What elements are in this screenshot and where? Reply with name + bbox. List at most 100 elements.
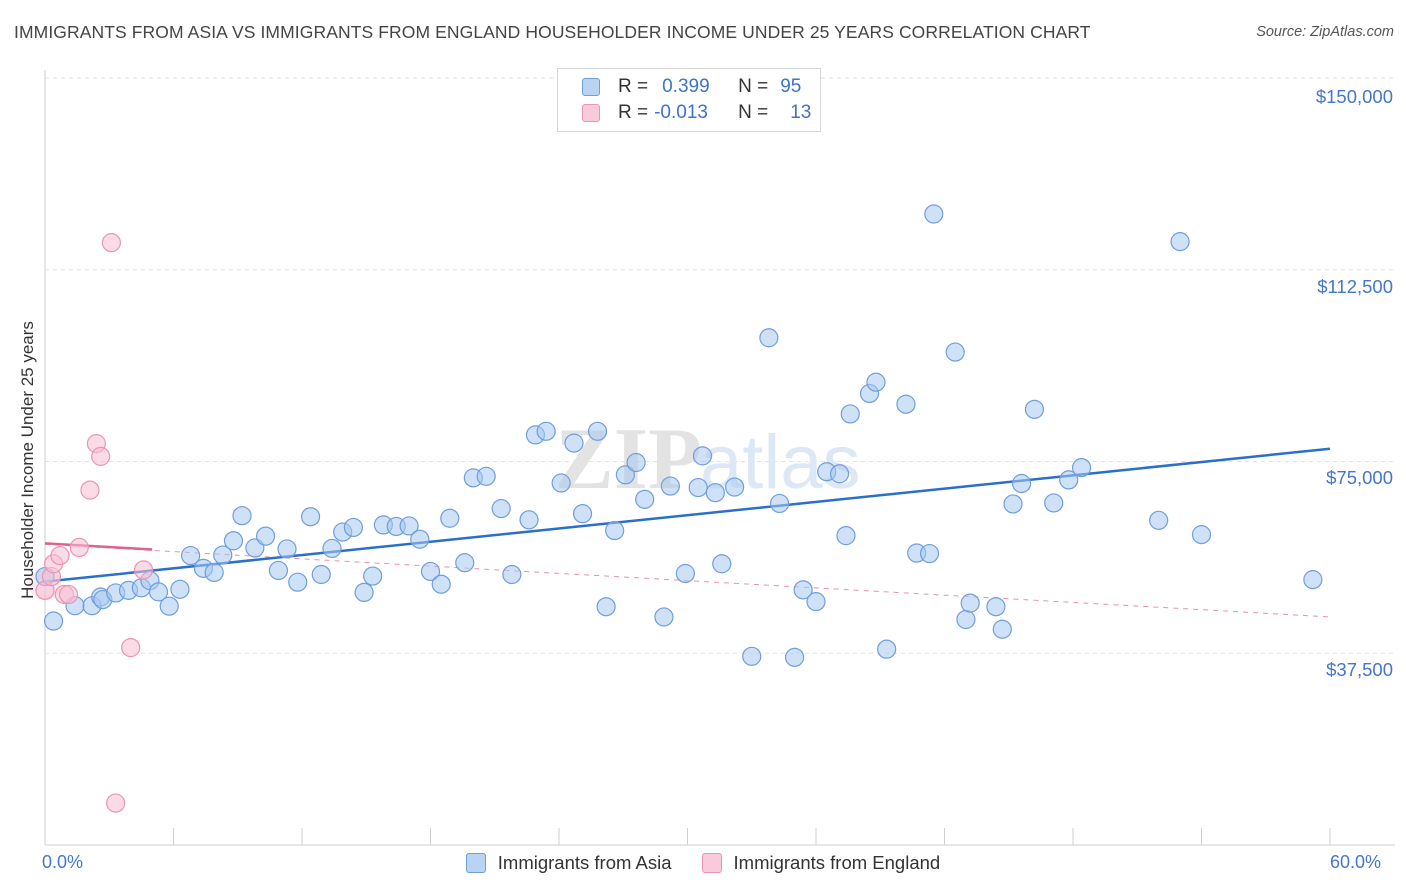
asia-point: [255, 526, 276, 546]
asia-legend-swatch: [465, 853, 486, 873]
asia-point: [692, 446, 713, 466]
asia-point: [924, 204, 944, 224]
asia-point: [502, 564, 522, 585]
y-axis-label: Householder Income Under 25 years: [18, 321, 37, 599]
asia-point: [635, 489, 655, 509]
asia-point: [896, 394, 916, 414]
asia-point: [992, 619, 1012, 639]
asia-point: [564, 433, 584, 453]
asia-point: [877, 639, 897, 659]
asia-point: [1059, 470, 1079, 490]
legend-n-label: N =: [738, 102, 769, 123]
asia-point: [1024, 399, 1045, 419]
scatter-points: [29, 204, 1323, 813]
asia-point: [960, 593, 980, 613]
asia-point: [769, 493, 790, 514]
asia-point: [159, 596, 179, 616]
england-point: [121, 638, 141, 658]
legend-label-england: Immigrants from England: [733, 852, 941, 873]
watermark: ZIP atlas: [555, 411, 861, 508]
asia-point: [742, 646, 762, 666]
asia-point: [343, 517, 363, 538]
asia-point: [759, 328, 779, 348]
legend-n-value: 95: [780, 76, 802, 97]
legend-r-value: -0.013: [654, 102, 708, 123]
y-tick-label: $37,500: [1326, 659, 1393, 680]
england-swatch: [582, 104, 600, 122]
asia-point: [1011, 473, 1032, 494]
asia-point: [311, 564, 331, 585]
asia-point: [866, 372, 886, 392]
asia-point: [170, 579, 190, 599]
asia-point: [615, 465, 635, 485]
asia-point: [213, 545, 233, 565]
asia-point: [829, 464, 850, 484]
asia-point: [181, 545, 201, 566]
england-point: [101, 233, 121, 253]
y-tick-label: $75,000: [1326, 467, 1393, 488]
asia-point: [399, 516, 419, 536]
asia-point: [840, 404, 860, 424]
england-point: [106, 793, 126, 813]
legend-item-england[interactable]: Immigrants from England: [701, 852, 941, 874]
asia-point: [232, 506, 252, 526]
asia-point: [1149, 510, 1169, 530]
asia-point: [1071, 458, 1092, 478]
asia-point: [1303, 570, 1323, 590]
legend-item-asia[interactable]: Immigrants from Asia: [465, 852, 672, 874]
asia-point: [945, 342, 965, 362]
asia-swatch: [582, 78, 600, 96]
asia-point: [491, 498, 511, 519]
asia-point: [712, 554, 732, 574]
asia-point: [688, 477, 708, 498]
england-point: [69, 537, 89, 558]
asia-point: [587, 421, 608, 441]
asia-point: [410, 529, 430, 549]
asia-point: [572, 504, 593, 524]
asia-trend-line: [44, 447, 1331, 583]
asia-point: [705, 483, 725, 503]
asia-point: [596, 597, 616, 617]
asia-point: [784, 647, 805, 667]
asia-point: [919, 543, 940, 564]
y-tick-label: $150,000: [1315, 86, 1393, 107]
asia-point: [836, 526, 856, 546]
asia-point: [277, 539, 297, 559]
chart-source: Source: ZipAtlas.com: [1256, 24, 1394, 40]
legend-n-label: N =: [738, 76, 769, 97]
asia-point: [455, 553, 475, 573]
asia-point: [43, 611, 64, 631]
legend-r-label: R =: [618, 102, 649, 123]
x-tick-label-max: 60.0%: [1330, 852, 1382, 872]
asia-point: [605, 520, 625, 541]
asia-point: [1003, 494, 1023, 514]
asia-point: [288, 572, 308, 592]
asia-point: [431, 574, 451, 594]
legend-row-england: R = -0.013 N = 13: [582, 102, 811, 124]
y-tick-label: $112,500: [1317, 276, 1393, 297]
asia-point: [204, 562, 224, 583]
asia-point: [660, 476, 680, 496]
asia-point: [654, 607, 674, 627]
axes: [44, 70, 1395, 846]
legend-n-value: 13: [790, 102, 812, 123]
england-point: [80, 480, 100, 500]
series-legend: Immigrants from Asia Immigrants from Eng…: [0, 852, 1406, 874]
england-point: [50, 545, 70, 566]
asia-point: [793, 580, 813, 600]
legend-row-asia: R = 0.399 N = 95: [582, 76, 801, 98]
asia-point: [420, 561, 441, 582]
england-point: [58, 584, 79, 605]
legend-label-asia: Immigrants from Asia: [497, 852, 672, 873]
england-trend-line: [44, 542, 153, 551]
england-legend-swatch: [701, 853, 722, 873]
asia-point: [354, 582, 374, 603]
england-point: [91, 446, 111, 466]
asia-point: [148, 582, 169, 602]
asia-point: [1170, 232, 1190, 252]
asia-point: [440, 508, 460, 528]
asia-point: [626, 452, 646, 473]
asia-point: [519, 510, 539, 530]
asia-point: [268, 560, 289, 581]
